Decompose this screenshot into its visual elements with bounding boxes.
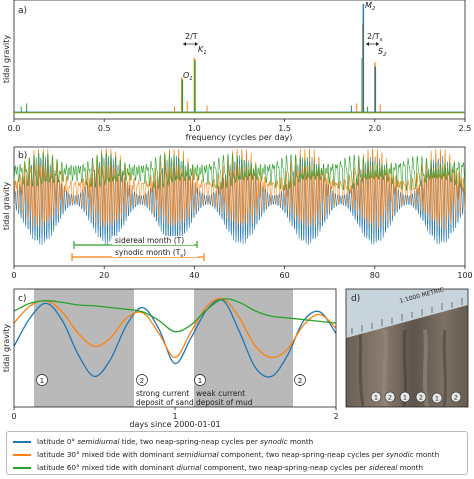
synodic-month-label: synodic month (Ts) — [115, 248, 186, 259]
panel-a-label: a) — [18, 6, 27, 16]
two-over-ts-arrowheads — [366, 42, 379, 46]
b-tick-label-1: 20 — [99, 271, 109, 280]
legend-item-1: latitude 30° mixed tide with dominant se… — [13, 448, 461, 461]
shade-interval-2 — [194, 289, 293, 407]
a-tick-label-2: 1.0 — [188, 124, 201, 133]
two-over-ts-label: 2/Ts — [367, 32, 383, 43]
panel-d-label: d) — [351, 294, 360, 304]
c-series-0 — [13, 298, 337, 378]
photo-circle-text-4: 1 — [435, 395, 439, 403]
c-tick-label-1: 1 — [172, 412, 177, 421]
panel-b-xticks: 0 20 40 60 80 100 — [11, 266, 473, 280]
photo-circle-text-0: 1 — [374, 394, 378, 402]
circle-2-left-text: 2 — [140, 377, 144, 385]
photo-circle-4 — [431, 392, 443, 404]
peak-s2-label: S2 — [378, 47, 387, 58]
panel-a-ylabel: tidal gravity — [2, 35, 11, 83]
b-tick-label-0: 0 — [11, 271, 16, 280]
panel-b: b) tidal gravity 0 20 40 60 80 100 sidereal m… — [2, 146, 473, 280]
panel-b-timeseries — [13, 148, 466, 245]
panel-a: a) tidal gravity 0.0 0.5 1.0 1.5 2.0 2.5 freq… — [2, 0, 471, 142]
shade-interval-1 — [34, 289, 134, 407]
b-tick-label-3: 60 — [280, 271, 290, 280]
b-tick-label-2: 40 — [189, 271, 199, 280]
legend-line-1 — [13, 453, 31, 456]
circle-2-left — [136, 374, 148, 386]
sidereal-month-label: sidereal month (T) — [115, 236, 184, 245]
legend-text-1: latitude 30° mixed tide with dominant se… — [37, 450, 440, 459]
a-tick-label-0: 0.0 — [8, 124, 21, 133]
panel-d-circles: 1 2 1 2 1 2 — [370, 391, 462, 404]
circle-1-left-text: 1 — [40, 377, 44, 385]
strong-current-text: strong current — [136, 389, 189, 398]
ruler — [346, 289, 468, 338]
c-series-2 — [13, 298, 337, 333]
a-tick-label-3: 1.5 — [278, 124, 291, 133]
legend-line-0 — [13, 440, 31, 443]
peak-o1-label: O1 — [183, 71, 193, 82]
circle-1-right-text: 1 — [198, 377, 202, 385]
panel-c-xlabel: days since 2000-01-01 — [129, 420, 220, 429]
photo-circle-text-3: 2 — [419, 394, 423, 402]
panel-a-xticks: 0.0 0.5 1.0 1.5 2.0 2.5 — [8, 119, 472, 133]
a-tick-label-1: 0.5 — [98, 124, 111, 133]
panel-a-frame — [13, 0, 466, 120]
photo-circle-text-5: 2 — [454, 394, 458, 402]
panel-c-label: c) — [18, 294, 26, 304]
circle-2-right-text: 2 — [298, 377, 302, 385]
b-series-1 — [13, 148, 466, 231]
c-tick-label-2: 2 — [333, 412, 338, 421]
figure: a) tidal gravity 0.0 0.5 1.0 1.5 2.0 2.5 freq… — [2, 0, 473, 429]
two-over-t-label: 2/T — [185, 32, 198, 41]
photo-circle-2 — [399, 391, 411, 403]
b-tick-label-4: 80 — [370, 271, 380, 280]
legend-text-2: latitude 60° mixed tide with dominant di… — [37, 463, 424, 472]
two-over-t-arrowheads — [183, 42, 198, 46]
circle-1-left — [36, 374, 48, 386]
photo-circle-5 — [450, 391, 462, 403]
circle-1-right — [194, 374, 206, 386]
sand-deposit-text: deposit of sand — [136, 398, 194, 407]
legend-item-2: latitude 60° mixed tide with dominant di… — [13, 461, 461, 474]
legend-line-2 — [13, 466, 31, 469]
panel-d-frame — [345, 288, 469, 408]
photo-circle-text-2: 1 — [403, 394, 407, 402]
a-tick-label-4: 2.0 — [368, 124, 381, 133]
circle-2-right — [294, 374, 306, 386]
b-series-2 — [13, 152, 466, 192]
photo-circle-3 — [415, 391, 427, 403]
legend-text-0: latitude 0° semidiurnal tide, two neap-s… — [37, 437, 314, 446]
legend-item-0: latitude 0° semidiurnal tide, two neap-s… — [13, 435, 461, 448]
panel-c: c) tidal gravity 0 1 2 days since 2000-01-… — [2, 288, 339, 429]
c-tick-label-0: 0 — [11, 412, 16, 421]
legend: latitude 0° semidiurnal tide, two neap-s… — [6, 431, 468, 475]
mud-deposit-text: deposit of mud — [196, 398, 253, 407]
panel-c-xticks: 0 1 2 — [11, 407, 339, 421]
panel-a-spectrum — [14, 4, 465, 114]
a-tick-label-5: 2.5 — [459, 124, 472, 133]
photo-circle-1 — [384, 391, 396, 403]
ruler-ticks — [351, 298, 463, 334]
photo-circle-0 — [370, 391, 382, 403]
panel-c-ylabel: tidal gravity — [2, 324, 11, 372]
panel-b-label: b) — [18, 151, 27, 161]
weak-current-text: weak current — [196, 389, 245, 398]
peak-k1-label: K1 — [198, 45, 207, 56]
sidereal-label-bg — [112, 236, 194, 245]
peak-m2-label: M2 — [365, 1, 376, 12]
c-series-1 — [13, 297, 337, 359]
b-series-0 — [13, 155, 466, 245]
panel-c-timeseries — [13, 297, 337, 378]
panel-b-ylabel: tidal gravity — [2, 182, 11, 230]
panel-a-xlabel: frequency (cycles per day) — [186, 133, 293, 142]
synodic-label-bg — [112, 248, 198, 257]
photo-circle-text-1: 2 — [388, 394, 392, 402]
b-tick-label-5: 100 — [457, 271, 472, 280]
